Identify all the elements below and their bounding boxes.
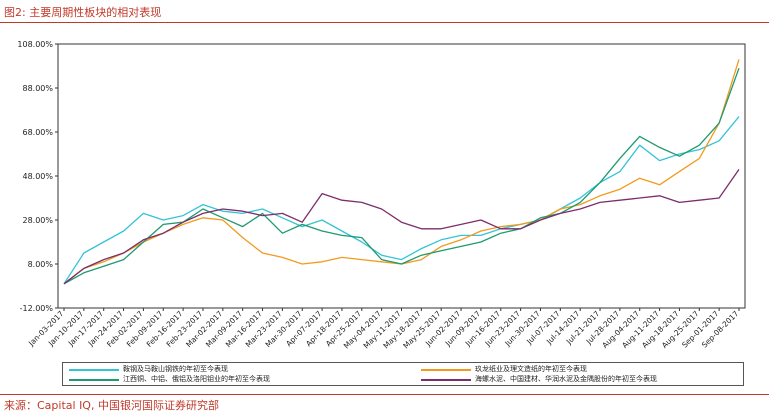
- y-tick-label: 68.00%: [22, 128, 53, 137]
- y-tick-label: 48.00%: [22, 172, 53, 181]
- legend-line-jiangxi-copper: [69, 379, 119, 381]
- y-tick-label: 28.00%: [22, 216, 53, 225]
- source-rule: [0, 394, 769, 395]
- series-line-1: [63, 59, 740, 285]
- legend-label-nine-dragons: 玖龙纸业及理文造纸的年初至今表现: [475, 365, 587, 373]
- source-note: 来源：Capital IQ, 中国银河国际证券研究部: [4, 399, 219, 412]
- legend-label-angang: 鞍钢及马鞍山钢铁的年初至今表现: [123, 365, 228, 373]
- y-tick-label: 8.00%: [28, 260, 54, 269]
- series-line-3: [63, 169, 740, 285]
- series-line-2: [63, 67, 740, 285]
- series-layer: [63, 59, 740, 285]
- x-axis: Jan-03-2017Jan-10-2017Jan-17-2017Jan-24-…: [26, 308, 741, 350]
- legend-label-jiangxi-copper: 江西铜、中铝、俄铝及洛阳钼业的年初至今表现: [123, 375, 270, 383]
- legend: 鞍钢及马鞍山钢铁的年初至今表现 玖龙纸业及理文造纸的年初至今表现 江西铜、中铝、…: [62, 362, 744, 386]
- title-rule: [0, 22, 769, 23]
- legend-line-nine-dragons: [421, 369, 471, 371]
- legend-line-conch-cement: [421, 379, 471, 381]
- y-tick-label: -12.00%: [20, 304, 54, 313]
- figure-title: 图2: 主要周期性板块的相对表现: [4, 6, 162, 19]
- legend-line-angang: [69, 369, 119, 371]
- legend-label-conch-cement: 海螺水泥、中国建材、华润水泥及金隅股份的年初至今表现: [475, 375, 657, 383]
- plot-area-frame: [57, 43, 746, 309]
- y-tick-label: 108.00%: [17, 40, 53, 49]
- y-axis: 108.00% 88.00% 68.00% 48.00% 28.00% 8.00% -12.…: [17, 40, 58, 313]
- series-line-0: [63, 116, 740, 285]
- y-tick-label: 88.00%: [22, 84, 53, 93]
